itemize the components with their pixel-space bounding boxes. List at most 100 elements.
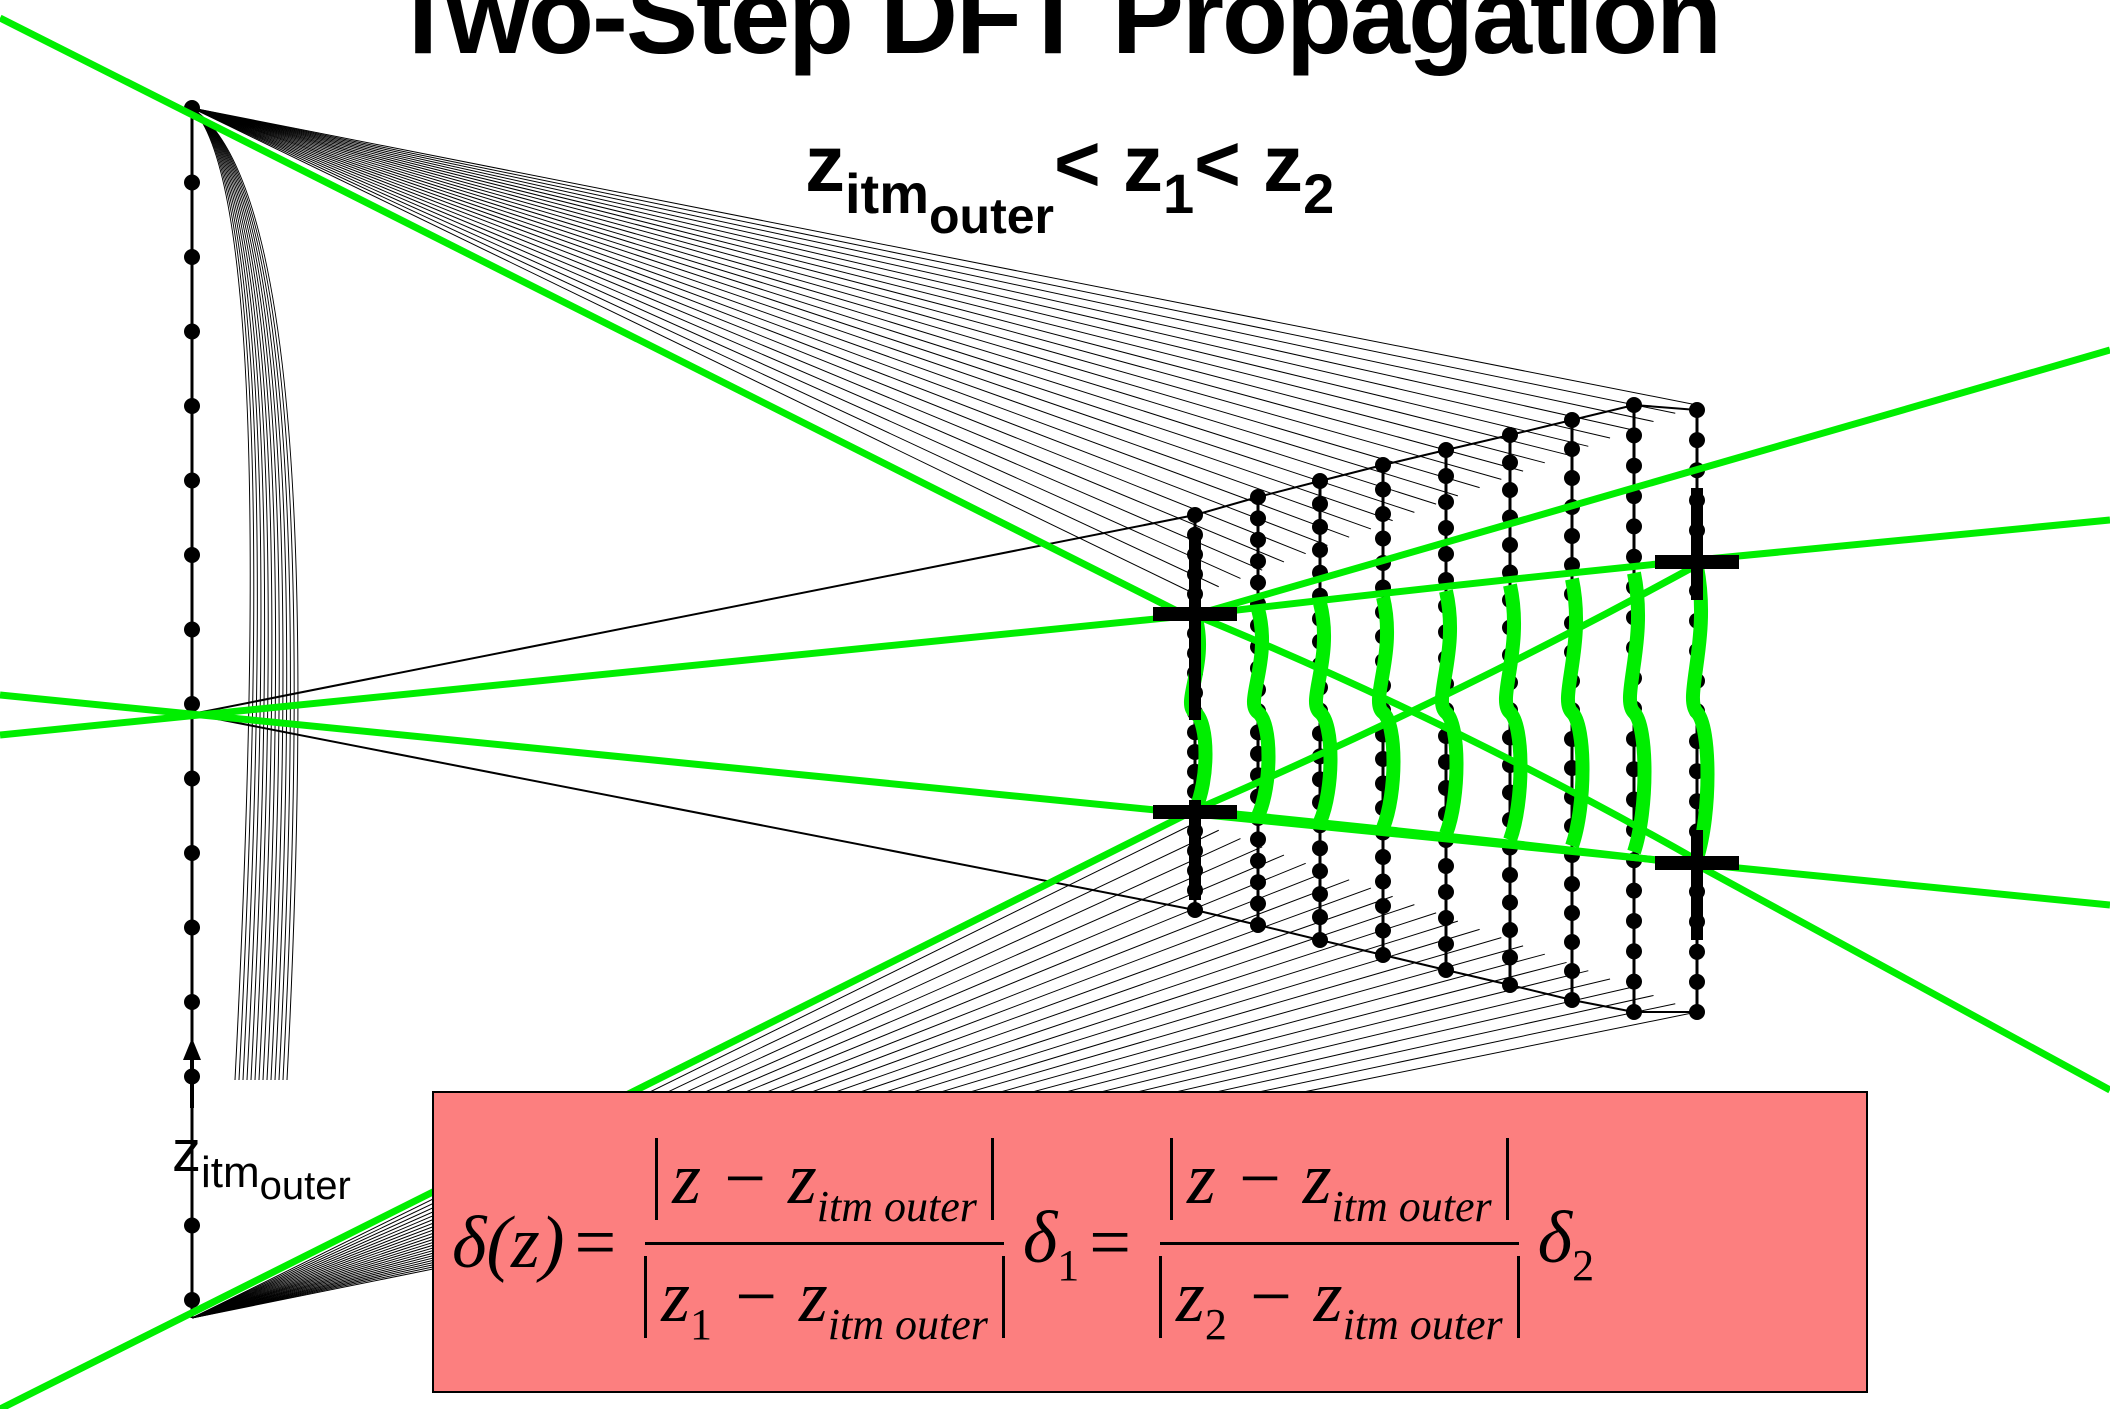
subtitle-lt2: < z bbox=[1194, 119, 1304, 208]
plane-dot bbox=[1564, 876, 1580, 892]
plane-dot bbox=[1502, 949, 1518, 966]
green-line bbox=[1696, 516, 2110, 564]
wavefront bbox=[1685, 565, 1715, 861]
wavefront bbox=[1435, 589, 1464, 837]
plane-dot bbox=[1375, 873, 1391, 890]
ray bbox=[191, 107, 1480, 489]
wavefront bbox=[1499, 583, 1528, 843]
ray bbox=[191, 107, 1632, 431]
source-dot bbox=[184, 323, 200, 340]
den2-minus-z: − z bbox=[1226, 1255, 1343, 1338]
green-line bbox=[1194, 346, 2110, 619]
plane-dot bbox=[1312, 541, 1328, 558]
arrow-head bbox=[183, 1038, 201, 1060]
source-dot bbox=[184, 1217, 200, 1234]
plane-dot bbox=[1375, 898, 1391, 914]
fraction-2-numerator: z − zitm outer bbox=[1160, 1137, 1519, 1245]
source-dot bbox=[184, 696, 200, 712]
plane-dot bbox=[1438, 494, 1454, 510]
plane-dot bbox=[1502, 894, 1518, 911]
plane-dot bbox=[1312, 495, 1328, 512]
green-line bbox=[0, 691, 2110, 909]
plane-dot bbox=[1250, 553, 1266, 570]
ray bbox=[191, 862, 1306, 1319]
ray bbox=[191, 107, 1567, 456]
ray-curve bbox=[191, 107, 269, 1081]
source-dot bbox=[184, 1292, 200, 1308]
top-envelope bbox=[1194, 403, 1698, 516]
plane-dot bbox=[1312, 863, 1328, 880]
plane-dot bbox=[1312, 518, 1328, 535]
den2-idx: 2 bbox=[1204, 1299, 1227, 1349]
subtitle-lt1: < z bbox=[1054, 119, 1163, 208]
plane-dot bbox=[1375, 506, 1391, 522]
source-dot bbox=[184, 249, 200, 265]
center-ray-top bbox=[191, 514, 1196, 715]
plane-dot bbox=[1502, 482, 1518, 498]
plane-dot bbox=[1250, 510, 1266, 527]
ray-curve bbox=[191, 107, 284, 1081]
source-dot bbox=[184, 398, 200, 414]
green-line bbox=[0, 611, 1196, 739]
fraction-1-numerator: z − zitm outer bbox=[645, 1137, 1004, 1245]
den1-sub: itm outer bbox=[827, 1299, 988, 1349]
ray-curve bbox=[191, 107, 262, 1081]
delta-1-idx: 1 bbox=[1057, 1240, 1080, 1290]
plane-dot bbox=[1502, 454, 1518, 471]
bottom-envelope bbox=[1194, 909, 1697, 1013]
ray-curve bbox=[191, 107, 255, 1081]
ray bbox=[191, 107, 1241, 579]
fraction-2-denominator: z2 − zitm outer bbox=[1149, 1245, 1530, 1350]
ray-curve bbox=[191, 107, 280, 1081]
ray bbox=[191, 107, 1459, 497]
ray bbox=[191, 107, 1676, 414]
ray bbox=[191, 107, 1219, 588]
ray-curve bbox=[191, 107, 266, 1081]
ray bbox=[191, 846, 1263, 1319]
formula-eq-1: = bbox=[574, 1201, 617, 1284]
den1-idx: 1 bbox=[690, 1299, 713, 1349]
source-dot bbox=[184, 472, 200, 489]
formula: δ(z) = z − zitm outer z1 − zitm outer δ1… bbox=[452, 1093, 1852, 1393]
ray bbox=[191, 107, 1393, 522]
source-dot bbox=[184, 621, 200, 638]
plane-dot bbox=[1689, 432, 1705, 449]
subtitle: zitmouter< z1< z2 bbox=[805, 118, 1334, 245]
plane-dot bbox=[1502, 537, 1518, 553]
ray bbox=[191, 107, 1545, 464]
ray bbox=[191, 854, 1285, 1319]
numerator-sub-2: itm outer bbox=[1331, 1181, 1492, 1231]
plane-dot bbox=[1438, 884, 1454, 900]
plane-dot bbox=[1250, 574, 1266, 591]
wavy-wavefronts bbox=[1184, 565, 1715, 861]
numerator-text-2: z − z bbox=[1187, 1137, 1332, 1220]
plane-dot bbox=[1626, 973, 1642, 990]
plane-dot bbox=[1626, 882, 1642, 899]
fraction-1-denominator: z1 − zitm outer bbox=[634, 1245, 1015, 1350]
plane-dot bbox=[1312, 909, 1328, 926]
plane-dot bbox=[1375, 530, 1391, 547]
z-itm-outer-label: zitmouter bbox=[172, 1118, 351, 1209]
plane-dot bbox=[1438, 468, 1454, 484]
plane-dot bbox=[1375, 922, 1391, 939]
den1-minus-z: − z bbox=[712, 1255, 828, 1338]
label-sub-main: itm bbox=[201, 1148, 260, 1197]
ray-curve bbox=[191, 107, 291, 1081]
ray-curve bbox=[191, 107, 299, 1081]
green-line bbox=[1695, 861, 2110, 1094]
source-dot bbox=[184, 845, 200, 861]
ray bbox=[191, 107, 1589, 447]
subtitle-sub2: 2 bbox=[1303, 162, 1335, 225]
plane-dot bbox=[1312, 840, 1328, 857]
numerator-text: z − z bbox=[672, 1137, 817, 1220]
plane-dot bbox=[1250, 874, 1266, 891]
plane-dot bbox=[1626, 912, 1642, 929]
label-z: z bbox=[172, 1119, 201, 1184]
plane-dot bbox=[1438, 936, 1454, 952]
plane-dot bbox=[1250, 831, 1266, 848]
plane-dot bbox=[1312, 886, 1328, 903]
plane-dot bbox=[1502, 922, 1518, 938]
label-sub-sub: outer bbox=[259, 1164, 351, 1208]
ray-curve bbox=[191, 107, 288, 1081]
ray bbox=[191, 107, 1502, 480]
